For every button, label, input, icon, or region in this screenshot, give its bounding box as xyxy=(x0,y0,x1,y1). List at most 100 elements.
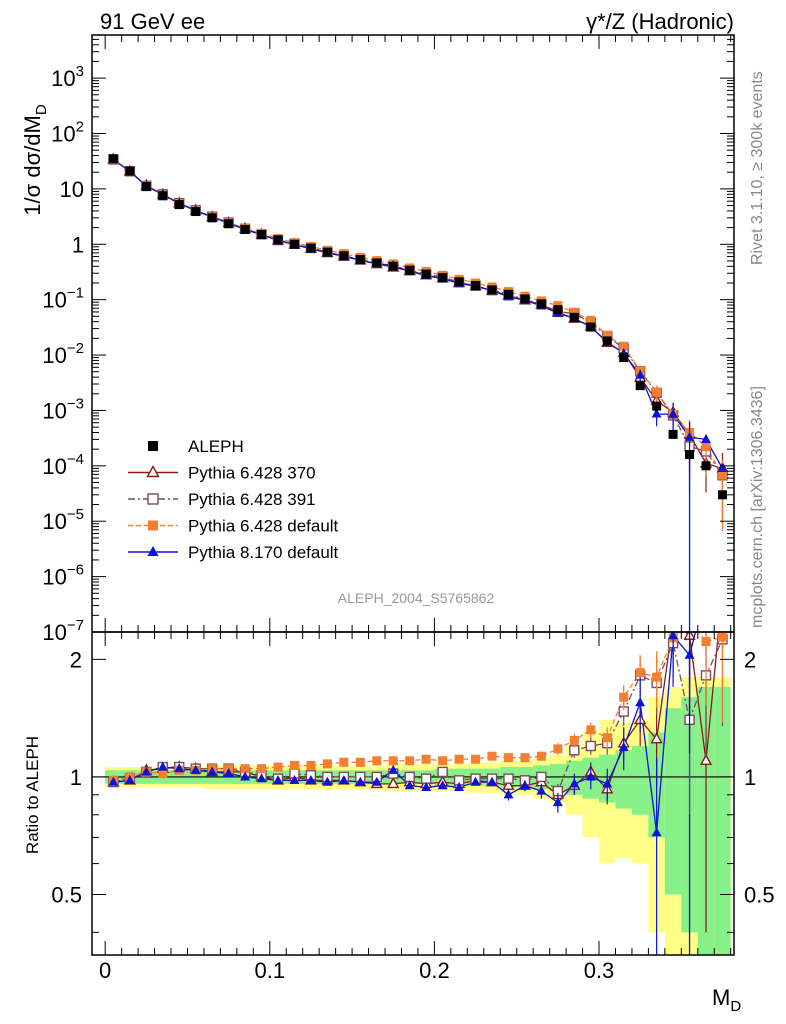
legend-marker xyxy=(147,493,159,505)
ratio-point xyxy=(437,780,448,790)
data-point xyxy=(635,381,645,391)
main-point xyxy=(569,307,579,317)
ratio-point xyxy=(569,778,580,788)
ratio-point xyxy=(701,585,711,594)
data-point xyxy=(487,285,497,295)
ratio-y-axis-label: Ratio to ALEPH xyxy=(23,736,42,854)
ratio-point xyxy=(405,756,415,766)
ratio-point xyxy=(536,771,547,783)
y-tick-label: 1 xyxy=(72,232,84,257)
ratio-point xyxy=(289,774,300,784)
data-point xyxy=(717,490,727,500)
ratio-point xyxy=(536,751,546,761)
band-inner xyxy=(615,750,632,809)
ratio-point xyxy=(257,764,267,774)
ratio-point xyxy=(503,753,513,763)
data-point xyxy=(322,247,332,257)
data-point xyxy=(191,207,201,217)
ratio-point xyxy=(421,754,431,764)
main-point xyxy=(652,387,662,397)
ratio-point xyxy=(471,754,481,764)
ratio-panel: 0.5 0.5 1 1 2 2 0 0.1 0.2 0.3 xyxy=(51,585,775,983)
main-point xyxy=(668,408,679,418)
ratio-point xyxy=(717,632,727,642)
data-point xyxy=(586,322,596,332)
ratio-point xyxy=(372,756,382,766)
ratio-point xyxy=(585,740,596,752)
y-tick-label: 10−7 xyxy=(42,617,84,645)
data-point xyxy=(685,450,695,460)
ratio-point xyxy=(404,780,415,790)
data-point xyxy=(569,312,579,322)
ratio-point xyxy=(404,771,415,783)
ratio-point xyxy=(699,753,713,766)
header-right: γ*/Z (Hadronic) xyxy=(586,9,734,34)
ratio-point xyxy=(619,692,629,702)
data-point xyxy=(339,251,349,261)
ratio-point xyxy=(387,776,400,789)
ratio-point xyxy=(141,766,152,776)
data-point xyxy=(388,261,398,271)
data-point xyxy=(536,299,546,309)
ratio-y-tick-label: 1 xyxy=(70,765,82,790)
y-tick-label: 10−3 xyxy=(42,395,84,423)
ratio-point xyxy=(338,774,349,784)
data-point xyxy=(520,294,530,304)
ratio-point xyxy=(306,760,316,770)
analysis-watermark: ALEPH_2004_S5765862 xyxy=(338,590,495,606)
ratio-point xyxy=(438,756,448,766)
ratio-point xyxy=(470,776,481,786)
y-tick-label: 10−5 xyxy=(42,506,84,534)
main-point xyxy=(684,431,695,441)
y-tick-label: 10−2 xyxy=(42,340,84,368)
legend-label: ALEPH xyxy=(188,437,244,456)
main-point xyxy=(602,330,612,340)
y-tick-label: 102 xyxy=(51,118,84,146)
ratio-point xyxy=(322,776,333,786)
ratio-point xyxy=(305,774,316,784)
data-point xyxy=(141,182,151,192)
ratio-point xyxy=(273,762,283,772)
data-point xyxy=(207,213,217,223)
ratio-point xyxy=(256,773,267,783)
data-point xyxy=(174,200,184,210)
data-point xyxy=(701,461,711,471)
x-tick-label: 0 xyxy=(99,958,111,983)
data-point xyxy=(454,277,464,287)
ratio-point xyxy=(586,725,596,735)
ratio-point xyxy=(124,774,135,784)
ratio-point xyxy=(388,756,398,766)
ratio-y-tick-label: 2 xyxy=(70,647,82,672)
ratio-point xyxy=(569,735,579,745)
mcplots-label: mcplots.cern.ch [arXiv:1306.3436] xyxy=(749,386,766,628)
main-point xyxy=(717,470,727,480)
data-point xyxy=(240,224,250,234)
legend: ALEPH Pythia 6.428 370 Pythia 6.428 391 Pyt… xyxy=(128,437,339,562)
ratio-line-1 xyxy=(113,639,724,793)
ratio-point xyxy=(223,768,234,778)
ratio-point xyxy=(355,776,366,786)
ratio-y-tick-label: 1 xyxy=(744,765,756,790)
ratio-point xyxy=(650,732,663,744)
y-tick-label: 10−1 xyxy=(42,285,84,313)
legend-marker xyxy=(146,465,160,478)
ratio-point xyxy=(602,733,612,743)
ratio-point xyxy=(635,668,645,678)
ratio-point xyxy=(487,776,497,786)
ratio-point xyxy=(157,761,168,771)
ratio-point xyxy=(520,753,530,763)
data-point xyxy=(125,166,135,176)
data-point xyxy=(421,269,431,279)
ratio-point xyxy=(158,769,168,779)
y-tick-label: 10 xyxy=(60,177,84,202)
ratio-frame xyxy=(91,631,735,956)
legend-label: Pythia 6.428 370 xyxy=(188,464,316,483)
ratio-point xyxy=(503,773,514,784)
band-inner xyxy=(714,686,731,955)
data-point xyxy=(289,239,299,249)
legend-label: Pythia 6.428 default xyxy=(188,517,339,536)
ratio-point xyxy=(502,778,515,790)
legend-label: Pythia 8.170 default xyxy=(188,543,339,562)
rivet-label: Rivet 3.1.10, ≥ 300k events xyxy=(749,71,766,265)
ratio-point xyxy=(668,632,679,640)
